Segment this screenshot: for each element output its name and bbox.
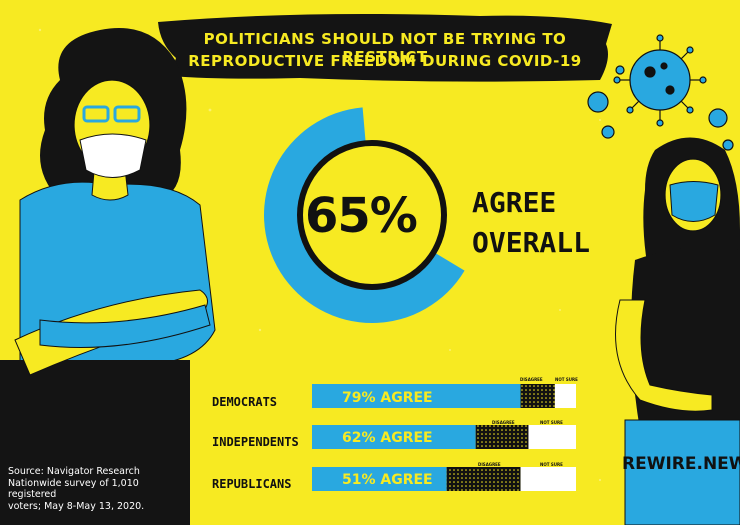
left-woman-illustration <box>0 28 216 525</box>
segment-label-notsure-democrats: NOT SURE <box>555 377 578 382</box>
overall-percentage: 65% <box>305 188 418 244</box>
bar-independents-not-sure <box>528 425 576 449</box>
bar-independents-disagree <box>475 425 529 449</box>
category-label-independents: INDEPENDENTS <box>212 435 299 449</box>
segment-label-disagree-independents: DISAGREE <box>492 420 515 425</box>
source-note: Source: Navigator Research Nationwide su… <box>8 466 168 512</box>
bar-republicans-agree <box>312 467 447 491</box>
bar-label-republicans: 51% AGREE <box>342 472 433 488</box>
bar-independents-agree <box>312 425 476 449</box>
title-line-2: REPRODUCTIVE FREEDOM DURING COVID-19 <box>188 52 582 70</box>
brand-logo: REWIRE.NEWS <box>622 454 740 474</box>
category-label-democrats: DEMOCRATS <box>212 395 278 409</box>
donut-agree-arc <box>264 107 465 323</box>
bar-democrats-disagree <box>520 384 555 408</box>
bar-democrats-agree <box>312 384 521 408</box>
bar-label-democrats: 79% AGREE <box>342 390 433 406</box>
overall-label-line-2: OVERALL <box>472 226 591 259</box>
virus-illustration <box>587 34 734 151</box>
donut-inner-circle <box>297 140 447 290</box>
segment-label-disagree-democrats: DISAGREE <box>520 377 543 382</box>
bar-democrats-not-sure <box>554 384 576 408</box>
segment-label-disagree-republicans: DISAGREE <box>478 462 501 467</box>
party-bars <box>312 384 576 491</box>
bar-republicans-disagree <box>446 467 521 491</box>
category-label-republicans: REPUBLICANS <box>212 477 292 491</box>
title-line-1: POLITICIANS SHOULD NOT BE TRYING TO REST… <box>203 30 567 66</box>
segment-label-notsure-independents: NOT SURE <box>540 420 563 425</box>
bar-label-independents: 62% AGREE <box>342 430 433 446</box>
segment-label-notsure-republicans: NOT SURE <box>540 462 563 467</box>
right-woman-illustration <box>615 137 740 525</box>
source-line-3: voters; May 8-May 13, 2020. <box>8 500 145 512</box>
source-line-2: Nationwide survey of 1,010 registered <box>8 477 139 501</box>
title-banner: POLITICIANS SHOULD NOT BE TRYING TO REST… <box>165 18 605 80</box>
bar-republicans-not-sure <box>520 467 576 491</box>
overall-label-line-1: AGREE <box>472 186 557 219</box>
title-banner-brush <box>158 14 612 82</box>
source-line-1: Source: Navigator Research <box>8 466 140 477</box>
overall-donut <box>264 107 465 323</box>
